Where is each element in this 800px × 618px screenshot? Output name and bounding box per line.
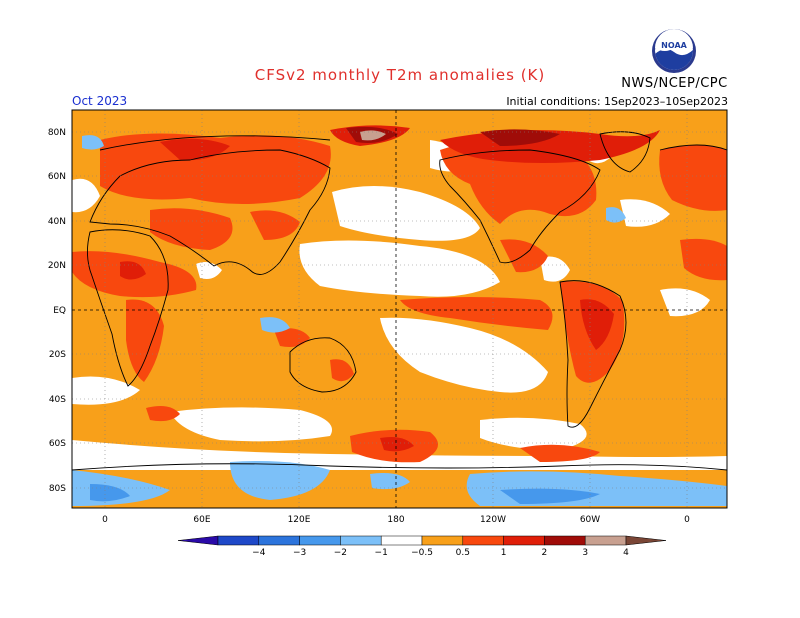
colorbar-swatch: [380, 535, 423, 546]
moderate-cold-regions: [90, 484, 600, 504]
lat-label: 20N: [48, 261, 66, 271]
near-normal-regions: [72, 139, 727, 470]
colorbar-swatches: [177, 535, 667, 546]
colorbar-high-triangle: [625, 535, 667, 546]
lon-label: 0: [102, 515, 108, 525]
colorbar-label: −0.5: [411, 548, 433, 558]
colorbar-label: 3: [582, 548, 588, 558]
colorbar-swatch: [258, 535, 300, 546]
lat-label: 60S: [49, 439, 66, 449]
lat-label: 20S: [49, 350, 66, 360]
map-frame: [71, 109, 728, 509]
lat-label: 80S: [49, 484, 66, 494]
colorbar-swatch: [462, 535, 504, 546]
latitude-labels: 80N 60N 40N 20N EQ 20S 40S 60S 80S: [48, 128, 66, 494]
colorbar-swatch: [217, 535, 260, 546]
colorbar-label: −2: [334, 548, 347, 558]
lon-label: 60E: [193, 515, 210, 525]
lon-label: 0: [684, 515, 690, 525]
colorbar-label: 0.5: [456, 548, 470, 558]
forecast-month: Oct 2023: [72, 94, 128, 108]
coastlines: [72, 131, 727, 471]
colorbar-labels: −4 −3 −2 −1 −0.5 0.5 1 2 3 4: [252, 548, 629, 558]
colorbar-label: −1: [375, 548, 388, 558]
colorbar-label: −4: [252, 548, 266, 558]
lat-label: 60N: [48, 172, 66, 182]
initial-conditions: Initial conditions: 1Sep2023–10Sep2023: [506, 95, 728, 108]
extreme-warm-regions: [360, 130, 386, 141]
colorbar-swatch: [299, 535, 341, 546]
lon-label: 180: [387, 515, 404, 525]
lon-label: 120W: [480, 515, 506, 525]
lat-label: 80N: [48, 128, 66, 138]
colorbar-label: 4: [623, 548, 629, 558]
colorbar-label: −3: [293, 548, 306, 558]
lat-label: EQ: [53, 306, 66, 316]
colorbar-swatch: [340, 535, 382, 546]
longitude-labels: 0 60E 120E 180 120W 60W 0: [102, 515, 690, 525]
colorbar-swatch: [503, 535, 545, 546]
chart-title: CFSv2 monthly T2m anomalies (K): [254, 66, 546, 84]
lat-label: 40N: [48, 217, 66, 227]
colorbar-swatch: [584, 535, 627, 546]
colorbar-low-triangle: [177, 535, 219, 546]
lon-label: 60W: [580, 515, 600, 525]
noaa-logo-text: NOAA: [661, 41, 687, 50]
colorbar-label: 1: [501, 548, 507, 558]
lat-label: 40S: [49, 395, 66, 405]
agency-label: NWS/NCEP/CPC: [621, 76, 728, 91]
warm-anomaly-regions: [72, 133, 727, 463]
noaa-logo-icon: NOAA: [652, 29, 696, 73]
lon-label: 120E: [288, 515, 311, 525]
colorbar-label: 2: [542, 548, 548, 558]
colorbar-swatch: [421, 535, 464, 546]
colorbar-swatch: [544, 535, 586, 546]
